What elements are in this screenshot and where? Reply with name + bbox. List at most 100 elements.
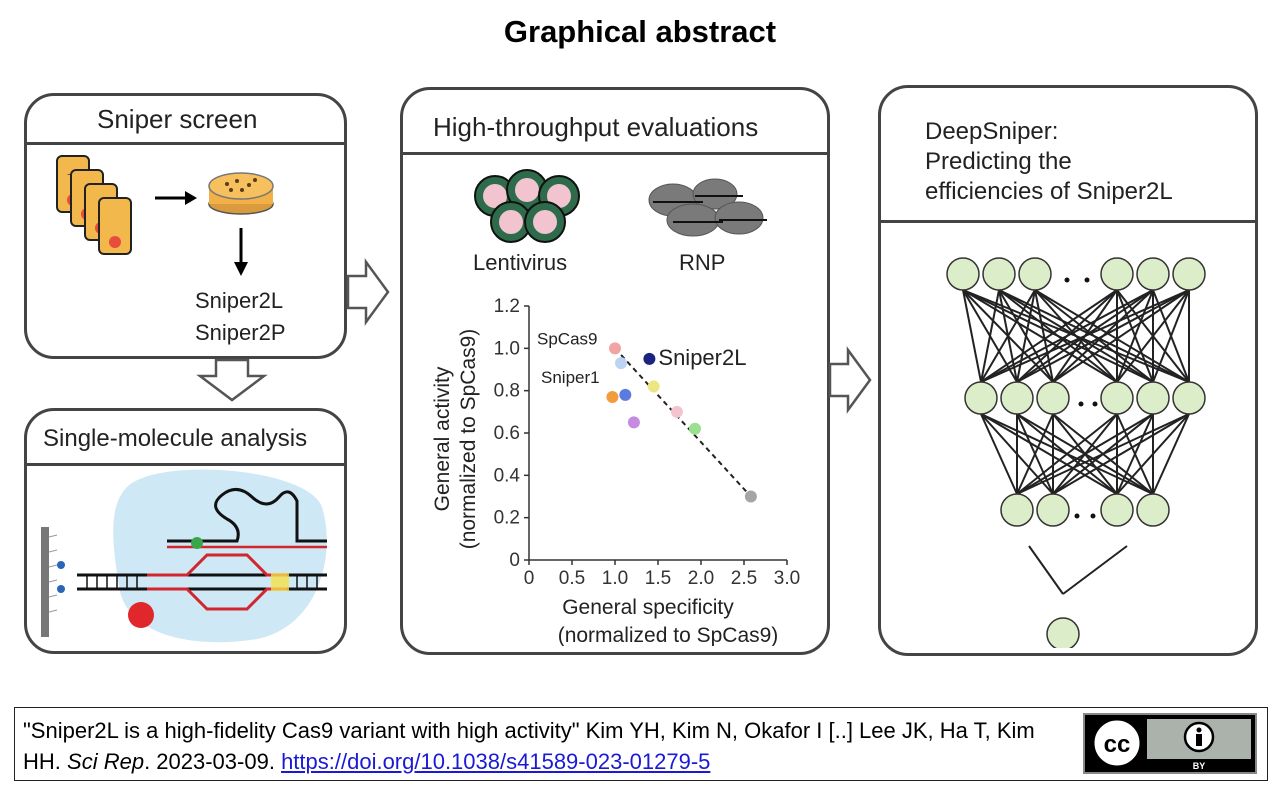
nn-connection bbox=[1016, 413, 1054, 495]
sniper-screen-panel: Sniper screen ~ bbox=[24, 93, 347, 359]
right-arrow-icon bbox=[155, 191, 197, 205]
cc-by-logo: cc BY bbox=[1085, 715, 1255, 772]
scatter-chart: 0 0.5 1.0 1.5 2.0 2.5 3.0 0 0.2 0.4 0.6 0.8 1.0 1.2 Sp… bbox=[431, 296, 800, 646]
nn-connection bbox=[980, 289, 1000, 383]
nn-connection bbox=[962, 289, 982, 383]
page-title: Graphical abstract bbox=[503, 14, 777, 49]
deepsniper-title-line-2: Predicting the bbox=[925, 148, 1072, 175]
nn-node bbox=[964, 381, 998, 415]
x-tick-label: 0.5 bbox=[559, 568, 585, 589]
rnp-icon bbox=[648, 178, 767, 237]
y-axis-label: General activity bbox=[431, 366, 454, 511]
citation-journal: Sci Rep bbox=[67, 749, 145, 774]
nn-node bbox=[1000, 493, 1034, 527]
hollow-down-arrow-icon bbox=[196, 358, 268, 402]
high-throughput-panel: High-throughput evaluations Lentivirus bbox=[400, 87, 830, 655]
nn-node bbox=[1100, 381, 1134, 415]
citation-doi-link[interactable]: https://doi.org/10.1038/s41589-023-01279… bbox=[281, 749, 711, 774]
nn-connection bbox=[980, 289, 1118, 383]
nn-connection bbox=[1152, 413, 1190, 495]
single-molecule-title: Single-molecule analysis bbox=[43, 425, 308, 452]
nn-output-node bbox=[1046, 617, 1080, 648]
panel-divider bbox=[881, 220, 1255, 223]
hollow-right-arrow-icon bbox=[828, 346, 872, 414]
data-label: Sniper1 bbox=[541, 368, 600, 387]
data-label: SpCas9 bbox=[537, 329, 597, 348]
nn-connection bbox=[1062, 545, 1128, 595]
nn-node bbox=[1136, 257, 1170, 291]
trendline bbox=[614, 347, 752, 498]
single-molecule-panel: Single-molecule analysis bbox=[24, 408, 347, 654]
nn-node bbox=[1036, 493, 1070, 527]
nn-connection bbox=[1116, 289, 1190, 383]
nn-node bbox=[1136, 493, 1170, 527]
nn-node bbox=[1172, 381, 1206, 415]
cc-icon: cc bbox=[1104, 731, 1131, 758]
high-throughput-title: High-throughput evaluations bbox=[433, 112, 759, 142]
data-point bbox=[627, 416, 640, 429]
y-tick-label: 0 bbox=[509, 550, 520, 571]
result-sniper2l: Sniper2L bbox=[195, 288, 284, 313]
rnp-label: RNP bbox=[679, 250, 726, 275]
nn-connection bbox=[998, 289, 1118, 383]
panel-divider bbox=[27, 463, 344, 466]
petri-dish-icon bbox=[208, 172, 274, 215]
y-tick-label: 0.8 bbox=[494, 381, 520, 402]
data-point bbox=[606, 391, 619, 404]
nn-connection bbox=[980, 289, 1190, 383]
dna-strand bbox=[77, 553, 327, 611]
nn-node bbox=[1036, 381, 1070, 415]
citation-box: "Sniper2L is a high-fidelity Cas9 varian… bbox=[14, 707, 1268, 781]
nn-node bbox=[982, 257, 1016, 291]
nn-connection bbox=[1034, 289, 1118, 383]
citation-text: "Sniper2L is a high-fidelity Cas9 varian… bbox=[23, 715, 1073, 777]
nn-connection bbox=[1152, 289, 1190, 383]
y-tick-label: 1.0 bbox=[494, 338, 520, 359]
ellipsis-dot bbox=[1092, 401, 1098, 407]
nn-connection bbox=[1052, 413, 1190, 495]
y-axis-sublabel: (normalized to SpCas9) bbox=[457, 329, 480, 550]
data-point bbox=[609, 342, 621, 355]
down-arrow-icon bbox=[234, 228, 248, 276]
nn-connection bbox=[980, 289, 1154, 383]
single-molecule-illustration bbox=[41, 469, 327, 643]
cc-by-license-badge[interactable]: cc BY bbox=[1083, 713, 1257, 774]
nn-node bbox=[1172, 257, 1206, 291]
nn-connection bbox=[1016, 413, 1190, 495]
nn-connection bbox=[962, 289, 1118, 383]
citation-date: . 2023-03-09. bbox=[144, 749, 275, 774]
x-axis-sublabel: (normalized to SpCas9) bbox=[558, 624, 779, 646]
nn-connection bbox=[1016, 289, 1190, 383]
x-tick-label: 1.0 bbox=[602, 568, 628, 589]
y-tick-label: 0.6 bbox=[494, 423, 520, 444]
nn-connection bbox=[980, 413, 1118, 495]
nn-connection bbox=[1034, 289, 1054, 383]
sniper-screen-title: Sniper screen bbox=[97, 104, 258, 134]
lentivirus-icon bbox=[474, 169, 580, 243]
nn-node bbox=[1000, 381, 1034, 415]
nn-connection bbox=[980, 289, 1036, 383]
x-tick-label: 2.5 bbox=[731, 568, 757, 589]
deepsniper-title-line-1: DeepSniper: bbox=[925, 118, 1059, 145]
result-sniper2p: Sniper2P bbox=[195, 320, 286, 345]
data-point bbox=[647, 380, 660, 393]
nn-connection bbox=[980, 413, 1018, 495]
data-point bbox=[619, 388, 632, 401]
nn-connection bbox=[1016, 289, 1036, 383]
nn-connection bbox=[1116, 413, 1154, 495]
data-point bbox=[643, 352, 656, 365]
nn-node bbox=[1018, 257, 1052, 291]
ellipsis-dot bbox=[1078, 401, 1084, 407]
data-point bbox=[670, 405, 683, 418]
lentivirus-label: Lentivirus bbox=[473, 250, 568, 275]
data-label: Sniper2L bbox=[658, 345, 746, 370]
x-tick-label: 2.0 bbox=[688, 568, 714, 589]
data-point bbox=[615, 357, 628, 370]
nn-node bbox=[1100, 257, 1134, 291]
ellipsis-dot bbox=[1064, 277, 1070, 283]
x-tick-label: 1.5 bbox=[645, 568, 671, 589]
y-tick-label: 0.2 bbox=[494, 508, 520, 529]
panel-divider bbox=[27, 142, 344, 145]
nn-connection bbox=[1034, 289, 1154, 383]
nn-node bbox=[946, 257, 980, 291]
